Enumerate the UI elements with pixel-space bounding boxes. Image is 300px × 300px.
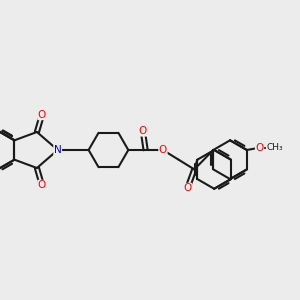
Text: O: O	[255, 143, 264, 153]
Text: N: N	[54, 145, 61, 155]
Text: O: O	[38, 110, 46, 120]
Text: CH₃: CH₃	[266, 143, 283, 152]
Text: O: O	[183, 183, 191, 193]
Text: O: O	[139, 126, 147, 136]
Text: O: O	[159, 145, 167, 155]
Text: O: O	[38, 180, 46, 190]
